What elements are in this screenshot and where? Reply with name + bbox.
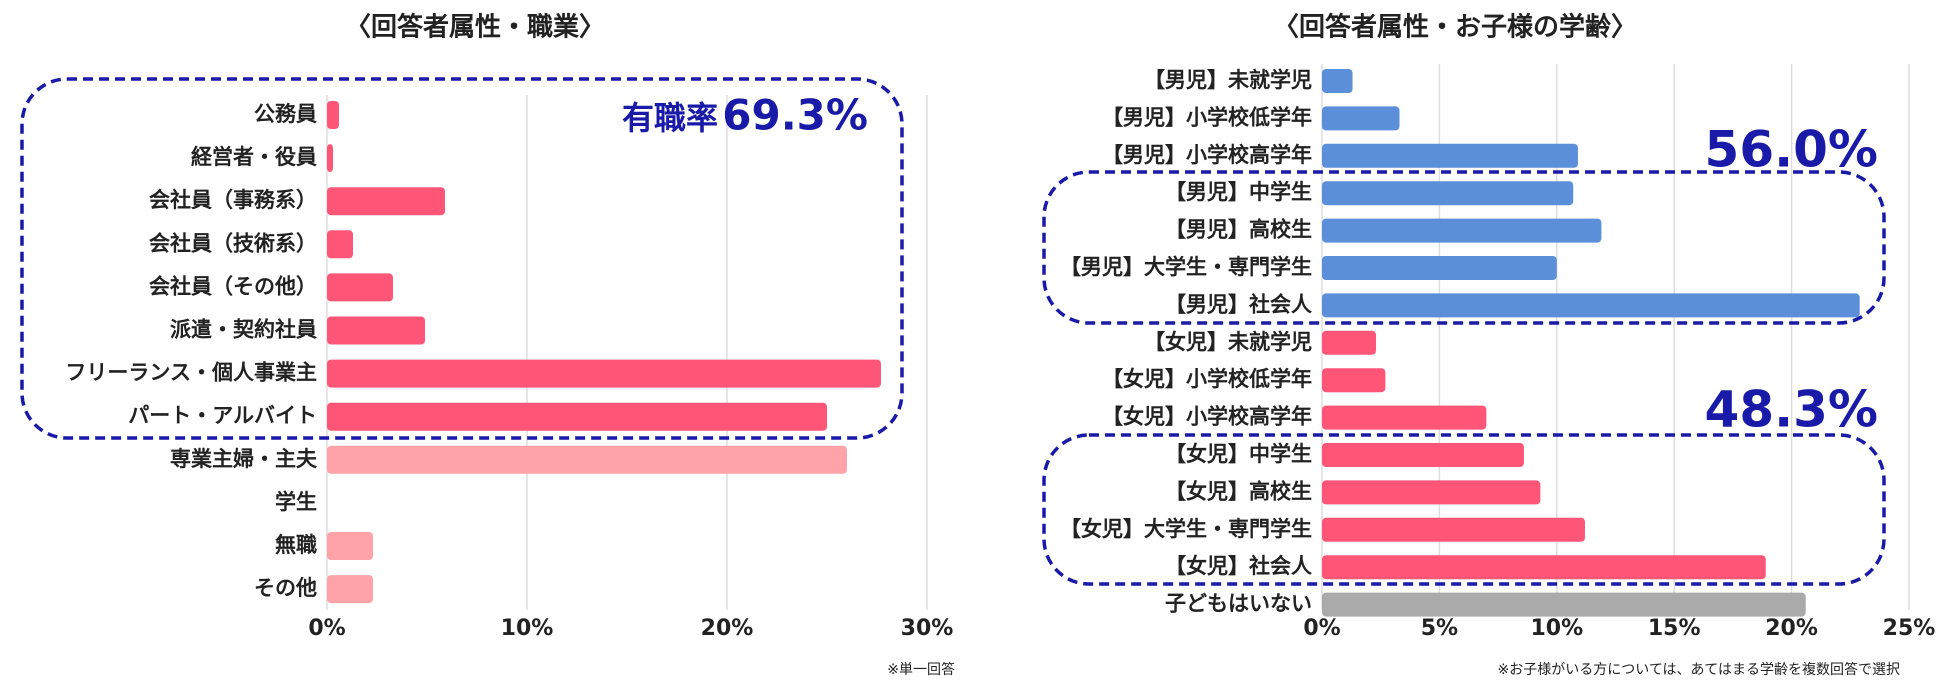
bar [1322,218,1602,243]
category-label: 【女児】中学生 [1165,442,1312,466]
x-tick-label: 25% [1883,616,1936,641]
highlight-box [1042,170,1886,325]
category-label: 経営者・役員 [191,145,317,169]
x-tick-label: 0% [308,616,345,641]
note: ※お子様がいる方については、あてはまる学齢を複数回答で選択 [1498,661,1900,678]
category-label: 【男児】未就学児 [1144,68,1312,92]
annotation: 69.3% [722,91,868,140]
bar [1322,480,1541,505]
bar [1322,293,1860,318]
bar [327,144,333,173]
x-tick-label: 20% [701,616,754,641]
bar [327,359,881,388]
category-label: 【女児】高校生 [1165,479,1312,503]
category-label: 専業主婦・主夫 [170,447,318,471]
category-label: 【女児】小学校高学年 [1102,405,1312,429]
category-label: 会社員（技術系） [149,231,317,255]
category-label: 会社員（その他） [149,274,317,298]
category-label: 【男児】社会人 [1165,292,1312,316]
bar [327,187,445,216]
highlight-box [20,77,904,440]
category-label: 会社員（事務系） [149,188,317,212]
bar [1322,181,1574,206]
category-label: 公務員 [254,102,317,126]
bar [327,575,373,604]
x-tick-label: 30% [901,616,954,641]
bar [327,445,847,474]
category-label: 学生 [275,490,317,514]
category-label: 【男児】小学校低学年 [1102,105,1312,129]
bar [1322,256,1557,280]
bar [1322,592,1806,617]
category-label: 無職 [275,533,317,557]
bar [327,101,339,129]
category-label: 【男児】高校生 [1165,218,1312,242]
note: ※単一回答 [887,661,955,678]
bar [1322,405,1487,430]
category-label: その他 [254,576,317,600]
category-label: 派遣・契約社員 [170,318,317,342]
x-tick-label: 0% [1303,616,1340,641]
bar [327,230,353,259]
bar [1322,555,1766,580]
category-label: パート・アルバイト [128,404,317,428]
x-tick-label: 10% [1530,616,1583,641]
bar [1322,330,1377,355]
category-label: 【女児】社会人 [1165,554,1312,578]
annotation: 56.0% [1705,121,1878,179]
chart-title: 〈回答者属性・職業〉 [345,12,605,43]
x-tick-label: 5% [1421,616,1458,641]
category-label: 【男児】中学生 [1165,180,1312,204]
annotation: 48.3% [1705,381,1878,439]
category-label: 【女児】大学生・専門学生 [1060,517,1312,541]
x-tick-label: 20% [1765,616,1818,641]
bar [327,532,373,560]
bar [1322,368,1386,393]
bar [1322,517,1585,542]
bar [327,402,827,431]
bar [1322,69,1353,93]
bar [1322,443,1524,467]
category-label: 【女児】小学校低学年 [1102,367,1312,391]
x-tick-label: 15% [1648,616,1701,641]
category-label: 【女児】未就学児 [1144,330,1312,354]
chart-title: 〈回答者属性・お子様の学齢〉 [1273,12,1637,43]
bar [1322,106,1400,131]
bar [1322,143,1578,168]
x-tick-label: 10% [501,616,554,641]
highlight-box [1042,433,1886,586]
category-label: 【男児】大学生・専門学生 [1060,255,1312,279]
bar [327,273,393,302]
category-label: フリーランス・個人事業主 [65,361,317,385]
annotation: 有職率 [622,99,718,137]
category-label: 【男児】小学校高学年 [1102,143,1312,167]
category-label: 子どもはいない [1165,592,1312,616]
bar [327,316,425,345]
